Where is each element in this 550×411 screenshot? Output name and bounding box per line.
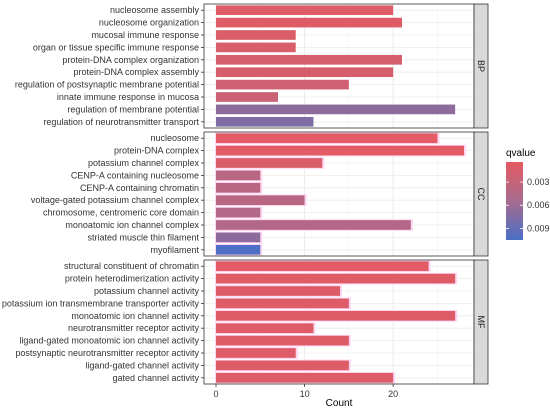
bar-mf-2 (216, 273, 456, 284)
legend-colorbar (506, 162, 523, 240)
bar-cc-10 (216, 244, 261, 255)
term-label: gated channel activity (112, 373, 199, 383)
term-label: potassium channel activity (94, 286, 200, 296)
bar-mf-7 (216, 335, 349, 346)
facet-strip (473, 259, 489, 385)
term-label: nucleosome (150, 133, 199, 143)
bar-mf-9 (216, 360, 349, 371)
term-label: chromosome, centromeric core domain (43, 208, 199, 218)
term-label: organ or tissue specific immune response (33, 42, 199, 52)
term-label: striated muscle thin filament (87, 232, 199, 242)
term-label: protein-DNA complex organization (62, 55, 199, 65)
x-tick-label: 0 (213, 389, 218, 399)
bar-cc-3 (216, 158, 323, 168)
term-label: protein heterodimerization activity (65, 274, 200, 284)
bar-cc-1 (216, 133, 438, 144)
legend-tick-label: 0.003 (527, 177, 550, 187)
bar-bp-9 (216, 104, 456, 115)
facet-strip-label: BP (476, 60, 486, 72)
term-label: ligand-gated monoatomic ion channel acti… (19, 336, 199, 346)
panel-mf: structural constituent of chromatin prote… (2, 259, 489, 385)
bar-cc-2 (216, 145, 464, 156)
bar-cc-5 (216, 182, 261, 193)
term-label: protein-DNA complex (114, 146, 200, 156)
bar-cc-7 (216, 207, 261, 218)
x-axis-title: Count (326, 398, 353, 409)
term-label: CENP-A containing nucleosome (71, 170, 199, 180)
bar-cc-8 (216, 220, 411, 230)
bar-bp-1 (216, 5, 394, 16)
bar-cc-6 (216, 195, 305, 206)
bar-bp-6 (216, 67, 394, 78)
term-label: mucosal immune response (91, 30, 199, 40)
x-tick-label: 20 (388, 389, 398, 399)
facet-strip (473, 3, 489, 129)
x-tick-label: 10 (300, 389, 310, 399)
bar-mf-6 (216, 323, 314, 334)
bar-bp-5 (216, 54, 402, 65)
term-label: monoatomic ion channel activity (71, 311, 199, 321)
term-label: regulation of neurotransmitter transport (43, 117, 199, 127)
term-label: ligand-gated channel activity (85, 360, 199, 370)
bar-bp-3 (216, 30, 296, 40)
bar-bp-8 (216, 92, 278, 102)
bar-bp-2 (216, 17, 402, 28)
term-label: regulation of postsynaptic membrane pote… (15, 80, 199, 90)
term-label: CENP-A containing chromatin (80, 183, 199, 193)
bar-mf-5 (216, 310, 456, 321)
bar-mf-10 (216, 372, 394, 383)
bar-cc-4 (216, 170, 261, 181)
term-label: potassium ion transmembrane transporter … (2, 298, 200, 308)
term-label: protein-DNA complex assembly (73, 67, 199, 77)
legend-tick-label: 0.006 (527, 200, 550, 210)
bar-mf-4 (216, 298, 349, 309)
bar-bp-7 (216, 79, 349, 90)
term-label: structural constituent of chromatin (64, 261, 199, 271)
term-label: nucleosome organization (99, 18, 199, 28)
facet-strip-label: CC (476, 188, 486, 201)
panels-layer: nucleosome assembly nucleosome organizati… (2, 3, 489, 385)
term-label: nucleosome assembly (110, 5, 200, 15)
bar-mf-8 (216, 348, 296, 358)
term-label: myofilament (150, 245, 199, 255)
x-axis: Count 0 10 20 (213, 384, 398, 409)
bar-cc-9 (216, 232, 261, 243)
term-label: potassium channel complex (88, 158, 200, 168)
bar-bp-10 (216, 116, 314, 127)
panel-bp: nucleosome assembly nucleosome organizati… (15, 3, 489, 129)
qvalue-legend: qvalue 0.003 0.006 0.009 (506, 148, 550, 240)
facet-strip (473, 131, 489, 257)
term-label: regulation of membrane potential (67, 104, 199, 114)
bar-mf-3 (216, 286, 340, 296)
bar-bp-4 (216, 42, 296, 53)
term-label: voltage-gated potassium channel complex (31, 195, 200, 205)
legend-tick-label: 0.009 (527, 223, 550, 233)
facet-strip-label: MF (476, 316, 486, 329)
bar-mf-1 (216, 261, 429, 272)
term-label: innate immune response in mucosa (57, 92, 199, 102)
term-label: monoatomic ion channel complex (65, 220, 199, 230)
term-label: neurotransmitter receptor activity (68, 323, 200, 333)
term-label: postsynaptic neurotransmitter receptor a… (15, 348, 199, 358)
panel-cc: nucleosome protein-DNA complex potassium c… (31, 131, 489, 257)
legend-title: qvalue (506, 148, 536, 159)
